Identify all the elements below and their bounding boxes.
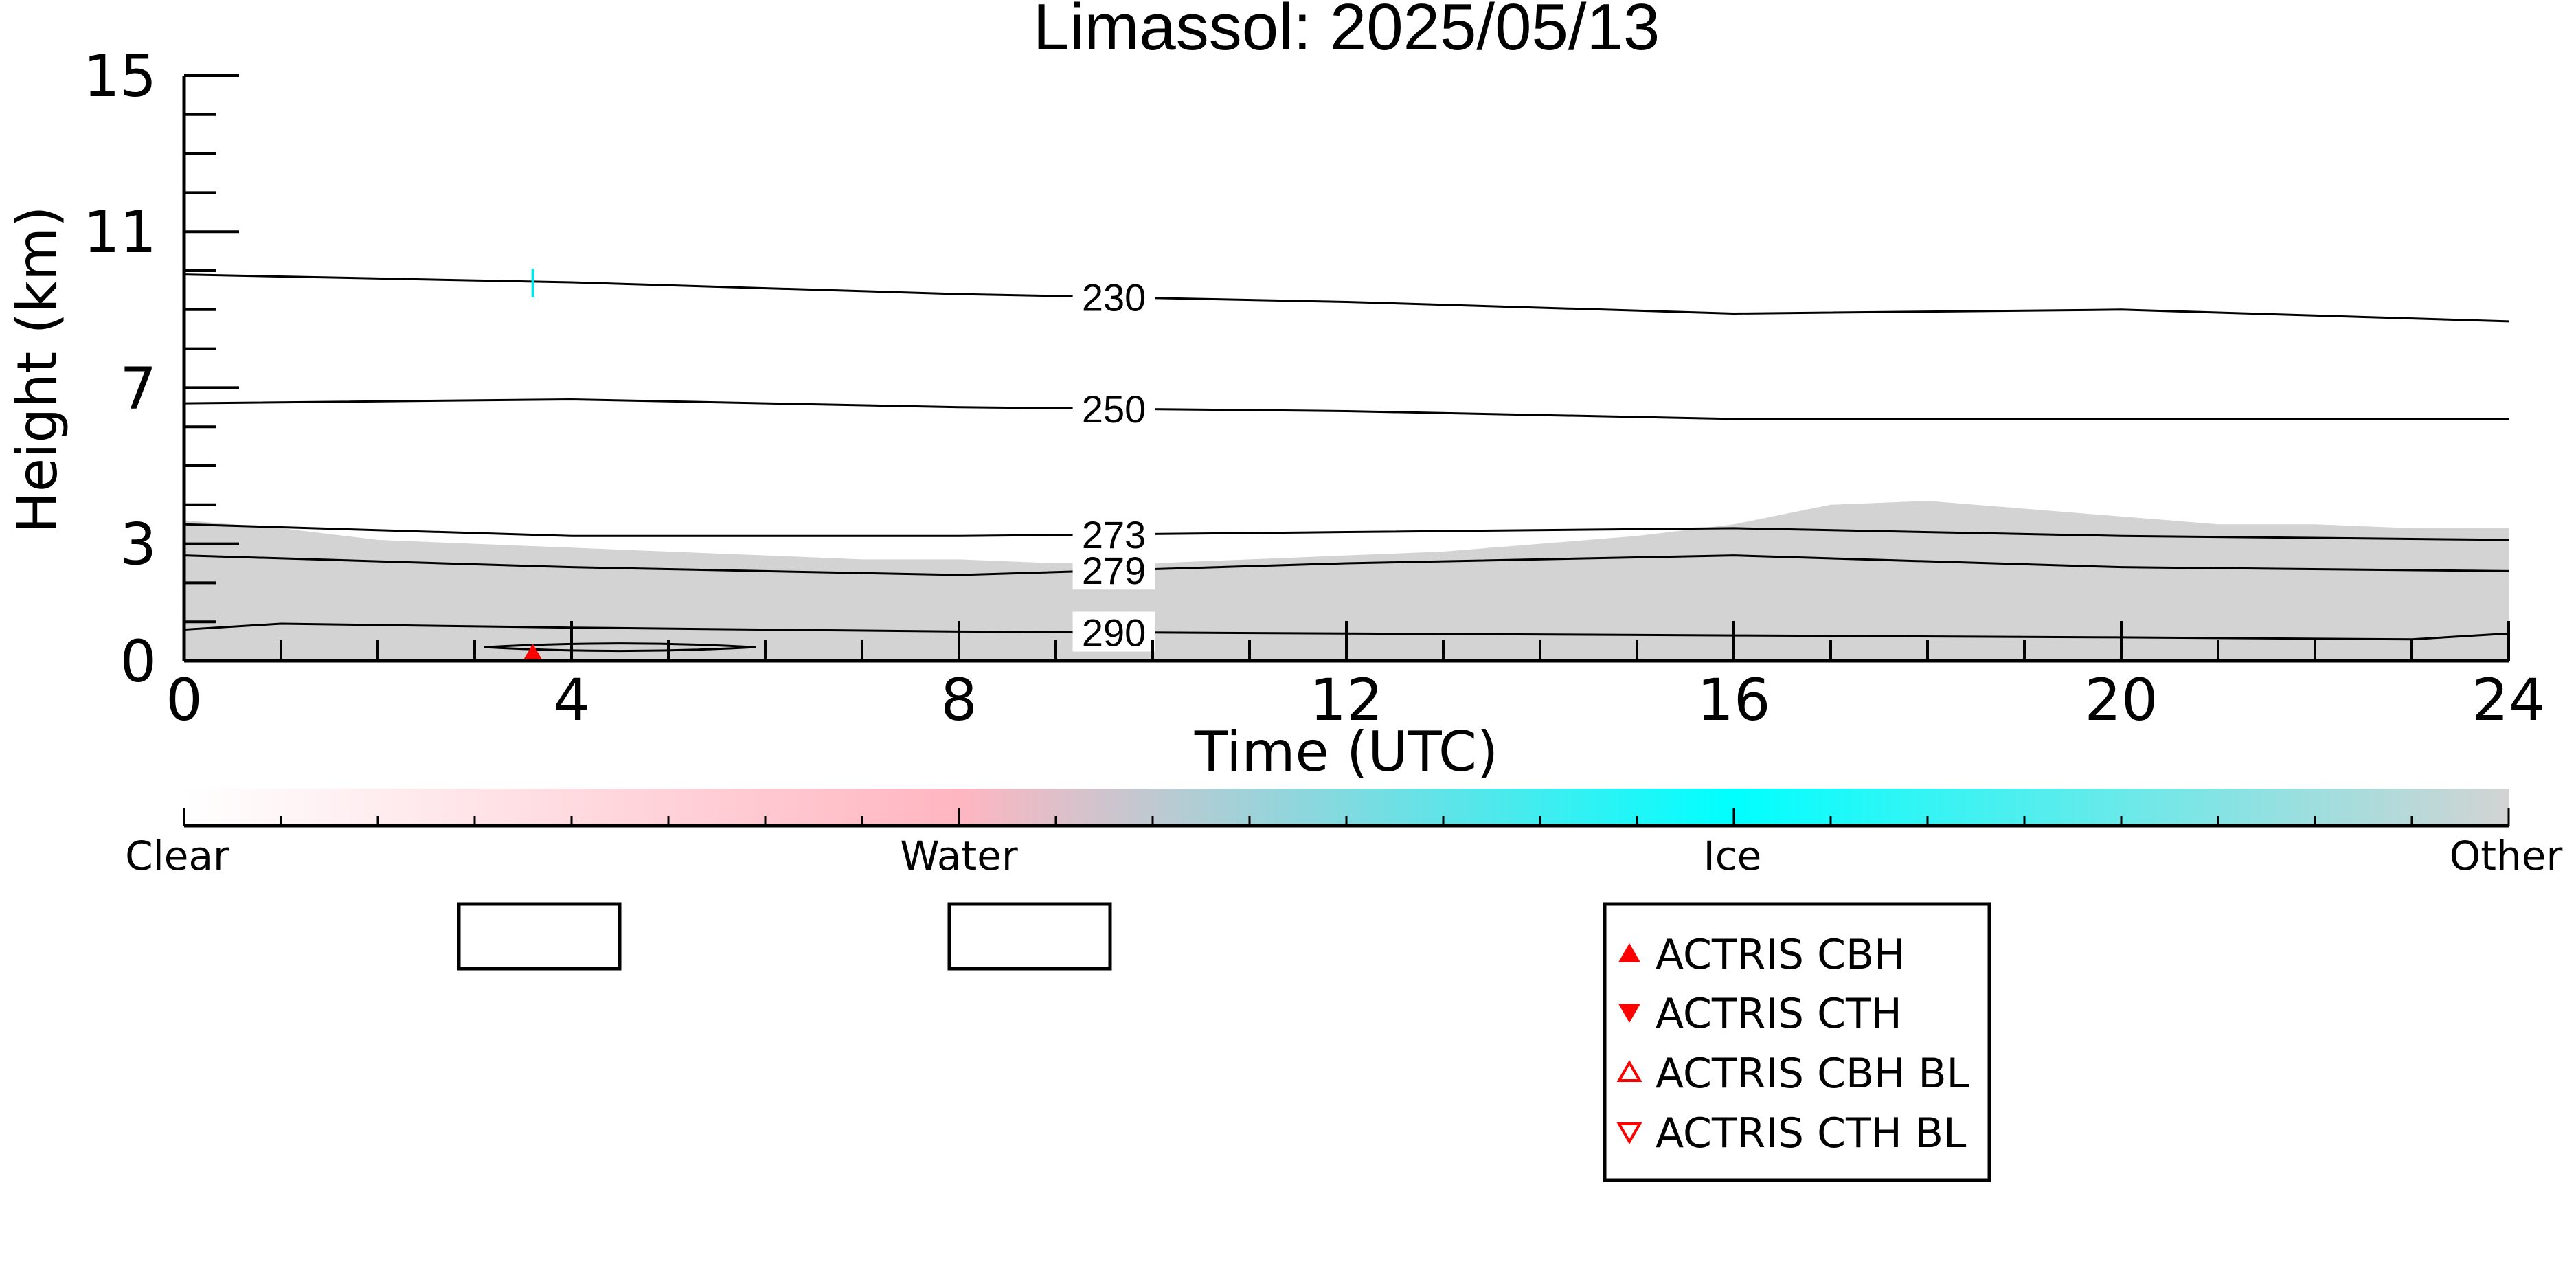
x-tick-label-0: 0 <box>166 666 202 734</box>
legend-symbol-2 <box>1616 1059 1642 1082</box>
colorbar-label-clear: Clear <box>125 833 229 879</box>
legend-label-cbh: ACTRIS CBH <box>1656 931 1905 979</box>
legend-label-cth: ACTRIS CTH <box>1656 990 1902 1038</box>
colorbar-label-other: Other <box>2450 833 2563 879</box>
contour-label-bg-273 <box>1072 513 1155 554</box>
cbh-marker-0 <box>523 644 543 661</box>
colorbar: Clear Water Ice Other <box>125 789 2562 879</box>
contour-label-bg-279 <box>1072 550 1155 590</box>
contour-label-250: 250 <box>1082 387 1146 431</box>
colorbar-label-water: Water <box>900 833 1018 879</box>
y-tick-label-0: 0 <box>120 628 157 695</box>
y-axis: 0 3 7 11 15 Height (km) <box>5 43 239 695</box>
y-tick-label-7: 7 <box>120 354 157 422</box>
y-axis-label: Height (km) <box>5 206 69 534</box>
legend-frame <box>1603 902 1991 1182</box>
legend-symbol-1 <box>1618 1004 1640 1024</box>
x-tick-label-8: 8 <box>940 666 977 734</box>
legend-symbol-0 <box>1618 942 1640 962</box>
contour-line-230 <box>183 273 2509 323</box>
contour-label-bg-230 <box>1072 276 1155 317</box>
y-tick-label-11: 11 <box>83 199 157 266</box>
contour-label-bg-290 <box>1072 611 1155 652</box>
colorbar-ticks <box>183 808 2510 826</box>
x-axis-ticks <box>183 621 2510 661</box>
legend: ACTRIS CBH ACTRIS CTH ACTRIS CBH BL ACTR… <box>1603 902 1991 1182</box>
chart-title: Limassol: 2025/05/13 <box>1033 0 1660 64</box>
legend-symbol-3 <box>1616 1122 1642 1145</box>
x-tick-label-20: 20 <box>2085 666 2158 734</box>
legend-symbols <box>1616 942 1642 1145</box>
legend-label-cbh-bl: ACTRIS CBH BL <box>1656 1050 1969 1098</box>
contour-label-bg-250 <box>1072 388 1155 429</box>
y-tick-label-3: 3 <box>120 511 157 578</box>
colorbar-label-ice: Ice <box>1704 833 1762 879</box>
contour-label-279: 279 <box>1082 549 1146 592</box>
x-tick-label-24: 24 <box>2472 666 2546 734</box>
empty-legend-box-2 <box>947 902 1112 971</box>
other-class-region <box>184 501 2509 661</box>
x-tick-label-16: 16 <box>1697 666 1771 734</box>
x-tick-label-12: 12 <box>1310 666 1383 734</box>
legend-label-cth-bl: ACTRIS CTH BL <box>1656 1109 1967 1157</box>
x-axis-label: Time (UTC) <box>1194 720 1498 784</box>
empty-legend-box-1 <box>457 902 622 971</box>
contour-label-273: 273 <box>1082 513 1146 556</box>
x-axis-tick-labels: 0 4 8 12 16 20 24 <box>166 666 2545 734</box>
contour-label-290: 290 <box>1082 611 1146 655</box>
y-axis-tick-labels: 0 3 7 11 15 <box>83 43 157 695</box>
cbh-markers <box>523 644 543 661</box>
contour-line-250 <box>183 398 2509 420</box>
x-axis: 0 4 8 12 16 20 24 Time (UTC) <box>166 621 2545 784</box>
x-tick-label-4: 4 <box>553 666 589 734</box>
contour-line-273 <box>183 523 2509 541</box>
contour-line-279 <box>183 554 2509 576</box>
y-tick-label-15: 15 <box>83 43 157 110</box>
contour-label-230: 230 <box>1082 276 1146 319</box>
